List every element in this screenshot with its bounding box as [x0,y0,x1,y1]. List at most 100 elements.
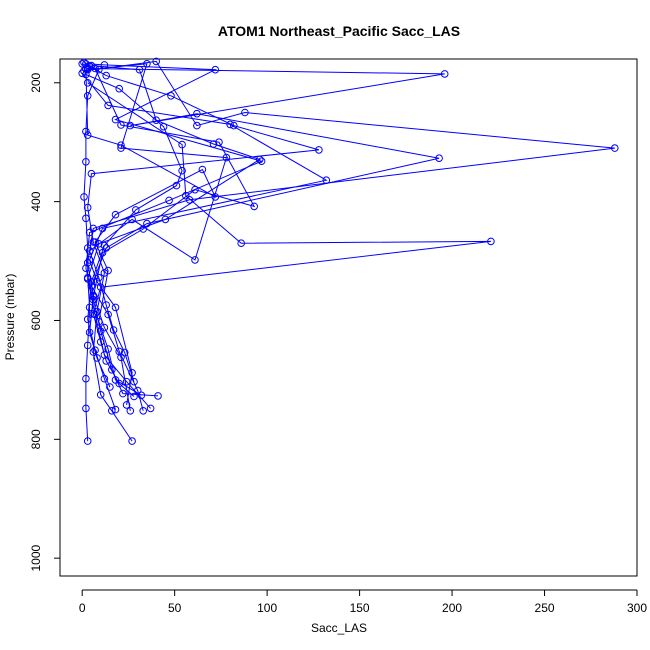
data-point [198,165,207,174]
data-point [143,60,151,68]
data-point [80,58,88,67]
data-point [87,61,96,70]
x-tick-label: 50 [168,601,182,615]
data-point [237,239,245,247]
data-point [135,65,144,74]
data-point [83,79,92,87]
data-point [487,237,495,246]
data-point [193,121,201,130]
data-point [87,278,96,286]
series-9 [83,60,231,386]
x-axis-label: Sacc_LAS [311,621,367,635]
data-point [108,407,116,415]
data-point [104,266,112,275]
data-point [230,121,238,130]
data-point [191,256,199,264]
data-point [182,191,190,200]
data-point [440,70,449,78]
data-point [95,240,103,248]
data-point [115,379,123,388]
data-point [106,383,114,391]
data-point [102,244,110,252]
data-point [102,301,110,309]
y-tick-label: 400 [29,191,43,211]
data-point [82,127,90,136]
data-point [78,69,86,78]
x-axis: 0 50 100 150 200 250 300 [79,589,647,615]
data-point [82,404,90,413]
data-point [191,185,199,194]
data-point [128,215,136,224]
y-tick-label: 1000 [29,545,43,572]
x-tick-label: 0 [79,601,86,615]
series-line [87,63,228,382]
y-tick-label: 600 [29,310,43,330]
data-point [83,131,92,139]
series-8 [83,79,495,401]
series-12 [82,70,186,414]
data-point [122,401,131,409]
series-5 [80,57,619,415]
series-line [87,82,491,397]
data-point [193,109,201,118]
data-point [80,67,88,75]
data-point [111,303,120,312]
data-point [82,70,90,79]
data-point [122,377,131,386]
data-point [435,154,443,162]
data-point [178,140,186,149]
data-point [178,166,186,175]
data-point [611,144,619,152]
data-point [120,348,129,357]
data-point [154,392,162,400]
data-point [98,248,107,257]
data-point [255,155,264,164]
data-point [83,315,92,324]
data-point [83,65,92,74]
data-point [109,326,118,334]
data-point [132,206,140,214]
data-point [117,144,125,152]
data-point [119,389,127,398]
series-line [87,68,445,411]
data-point [152,57,160,66]
data-point [89,348,98,356]
data-point [80,193,88,201]
data-point [96,391,105,399]
data-point [209,140,218,148]
data-point [82,374,90,383]
y-tick-label: 200 [29,72,43,92]
y-axis-label: Pressure (mbar) [3,274,17,361]
series-6 [78,69,331,409]
data-point [82,264,90,273]
data-point [104,101,112,110]
series-line [83,62,256,388]
data-point [83,437,92,445]
series-line [83,60,615,411]
data-point [130,392,138,401]
series-line [85,74,183,410]
data-point [241,108,249,117]
data-point [115,84,123,93]
data-point [85,247,94,255]
series-line [85,63,264,397]
data-point [161,215,170,224]
series-4 [83,64,449,415]
x-tick-label: 100 [257,601,277,615]
series-line [87,65,261,409]
plot-frame [59,58,638,577]
data-point [211,65,220,74]
data-point [130,377,138,386]
data-point [226,120,234,129]
series-11 [83,61,264,413]
data-point [322,176,331,184]
data-point [315,146,323,154]
x-tick-label: 250 [535,601,555,615]
data-point [117,353,125,362]
data-point [82,158,90,166]
data-point [111,405,120,414]
data-point [95,273,103,282]
y-axis: 200 400 600 800 1000 [29,72,61,572]
